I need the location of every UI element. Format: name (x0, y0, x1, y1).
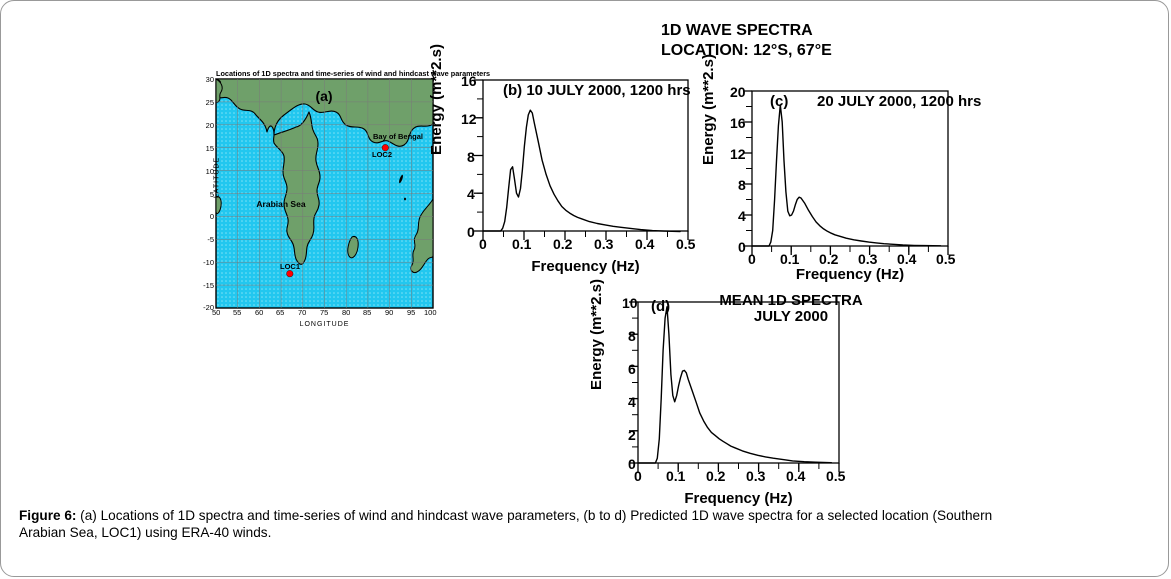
svg-text:Arabian Sea: Arabian Sea (256, 199, 305, 209)
svg-text:Bay of Bengal: Bay of Bengal (373, 132, 423, 141)
svg-text:LOC1: LOC1 (280, 262, 300, 271)
svg-text:(a): (a) (315, 88, 332, 104)
svg-text:LOC2: LOC2 (372, 150, 392, 159)
